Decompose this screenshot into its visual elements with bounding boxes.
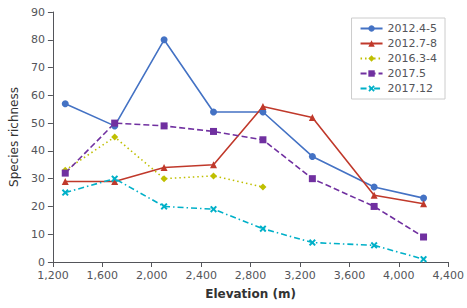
svg-text:0: 0	[38, 256, 45, 269]
svg-text:1,600: 1,600	[87, 269, 119, 282]
svg-text:1,200: 1,200	[37, 269, 68, 282]
svg-text:80: 80	[31, 33, 45, 46]
svg-text:10: 10	[31, 228, 45, 241]
svg-text:3,600: 3,600	[334, 269, 366, 282]
svg-text:2012.7-8: 2012.7-8	[388, 37, 437, 50]
svg-text:4,000: 4,000	[383, 269, 415, 282]
svg-text:2016.3-4: 2016.3-4	[388, 52, 437, 65]
svg-text:Elevation (m): Elevation (m)	[205, 287, 296, 301]
svg-text:3,200: 3,200	[284, 269, 316, 282]
svg-text:2,400: 2,400	[185, 269, 217, 282]
svg-text:4,400: 4,400	[433, 269, 465, 282]
svg-text:2,000: 2,000	[136, 269, 168, 282]
svg-text:2,800: 2,800	[235, 269, 267, 282]
svg-text:30: 30	[31, 172, 45, 185]
svg-text:20: 20	[31, 200, 45, 213]
svg-text:2012.4-5: 2012.4-5	[388, 22, 437, 35]
svg-text:2017.12: 2017.12	[388, 82, 434, 95]
svg-text:90: 90	[31, 6, 45, 19]
svg-text:70: 70	[31, 61, 45, 74]
svg-text:40: 40	[31, 144, 45, 157]
svg-text:50: 50	[31, 117, 45, 130]
svg-text:2017.5: 2017.5	[388, 67, 427, 80]
svg-text:60: 60	[31, 89, 45, 102]
svg-text:Species richness: Species richness	[7, 87, 21, 187]
